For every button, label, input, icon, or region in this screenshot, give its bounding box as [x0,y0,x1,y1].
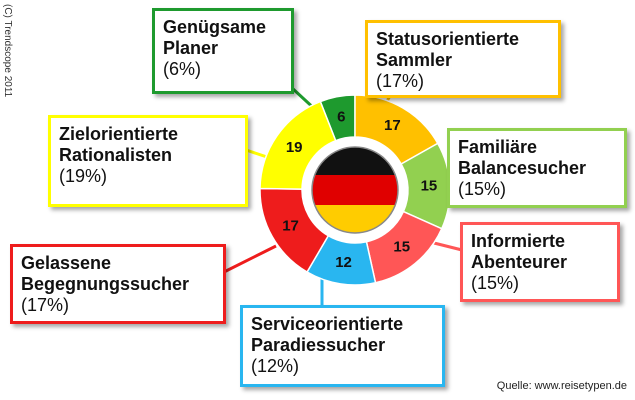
callout: Genügsame Planer (6%) [152,8,294,94]
source: Quelle: www.reisetypen.de [496,380,627,392]
callout: Statusorientierte Sammler (17%) [365,20,561,98]
flag-rim [311,146,399,234]
callout: Gelassene Begegnungssucher (17%) [10,244,226,324]
callout-percent: (12%) [251,356,300,376]
callout: Familiäre Balancesucher (15%) [447,128,627,208]
callout-name: Serviceorientierte Paradiessucher [251,314,404,355]
flag-red [312,175,398,205]
callout-percent: (15%) [471,273,520,293]
callout-percent: (19%) [59,166,108,186]
callout: Informierte Abenteurer (15%) [460,222,620,302]
segment-label: 17 [384,117,401,134]
segment-label: 19 [286,139,303,156]
callout-percent: (15%) [458,179,507,199]
callout-name: Genügsame Planer [163,17,267,58]
callout-percent: (6%) [163,59,202,79]
callout-name: Statusorientierte Sammler [376,29,520,70]
callout-percent: (17%) [21,295,70,315]
connector [429,240,463,252]
donut: 6 17 15 15 12 17 19 [259,94,451,286]
callout-name: Informierte Abenteurer [471,231,568,272]
callout-percent: (17%) [376,71,425,91]
segment-label: 15 [393,238,410,255]
callout-name: Familiäre Balancesucher [458,137,587,178]
segment-label: 15 [421,178,438,195]
callout-name: Gelassene Begegnungssucher [21,253,190,294]
credit: (C) Trendscope 2011 [2,4,13,98]
connector [223,244,277,274]
segment-label: 17 [282,217,299,234]
callout: Serviceorientierte Paradiessucher (12%) [240,305,445,387]
segment-label: 12 [335,254,352,271]
callout-name: Zielorientierte Rationalisten [59,124,179,165]
callout: Zielorientierte Rationalisten (19%) [48,115,248,207]
segment-label: 6 [337,108,345,125]
